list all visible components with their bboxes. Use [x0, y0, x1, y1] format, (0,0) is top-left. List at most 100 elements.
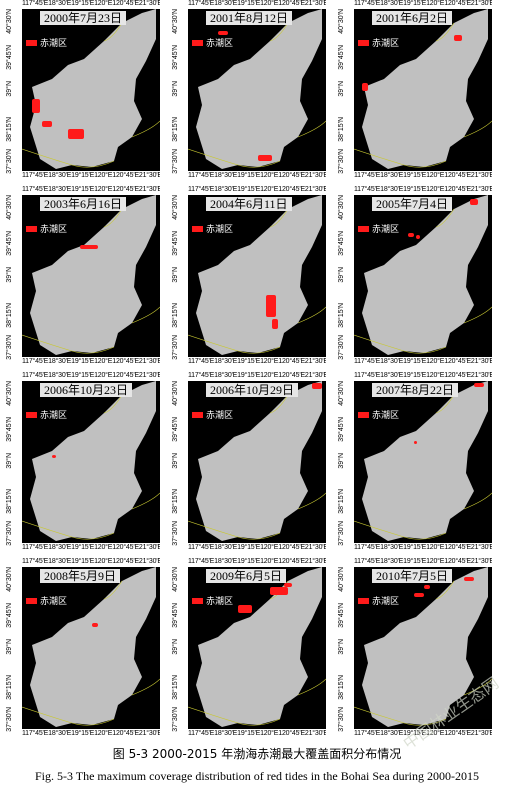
- map-panel: 117°45'E18°30'E19°15'E120°E120°45'E21°30…: [0, 0, 166, 183]
- latitude-labels: 40°30'N 39°45'N 39°N 38°15'N 37°30'N: [338, 9, 352, 174]
- latitude-labels: 40°30'N 39°45'N 39°N 38°15'N 37°30'N: [6, 567, 20, 732]
- latitude-label: 39°45'N: [6, 45, 13, 70]
- sea-area: [30, 381, 156, 541]
- sea-area: [196, 381, 322, 541]
- legend-label: 赤潮区: [40, 597, 68, 607]
- red-tide-swatch: [26, 411, 37, 418]
- latitude-label: 39°N: [6, 267, 13, 283]
- latitude-labels: 40°30'N 39°45'N 39°N 38°15'N 37°30'N: [6, 9, 20, 174]
- latitude-label: 39°N: [338, 639, 345, 655]
- latitude-label: 39°45'N: [172, 231, 179, 256]
- bohai-sea-map: 2004年6月11日赤潮区: [188, 195, 326, 357]
- latitude-label: 38°15'N: [6, 117, 13, 142]
- red-tide-area: [92, 623, 98, 627]
- legend: 赤潮区: [26, 36, 67, 49]
- longitude-labels-bottom: 117°45'E18°30'E19°15'E120°E120°45'E21°30…: [22, 544, 160, 551]
- latitude-label: 39°45'N: [6, 231, 13, 256]
- latitude-label: 40°30'N: [338, 195, 345, 220]
- red-tide-area: [414, 593, 424, 597]
- latitude-label: 38°15'N: [172, 303, 179, 328]
- figure-grid: 117°45'E18°30'E19°15'E120°E120°45'E21°30…: [0, 0, 498, 737]
- legend: 赤潮区: [358, 594, 399, 607]
- latitude-label: 40°30'N: [6, 567, 13, 592]
- panel-date: 2005年7月4日: [372, 197, 453, 211]
- latitude-label: 40°30'N: [6, 195, 13, 220]
- latitude-label: 39°N: [172, 81, 179, 97]
- bohai-sea-map: 2001年6月2日 赤潮区: [354, 9, 492, 171]
- latitude-label: 39°45'N: [6, 417, 13, 442]
- longitude-labels-top: 117°45'E18°30'E19°15'E120°E120°45'E21°30…: [354, 0, 492, 7]
- latitude-label: 37°30'N: [6, 335, 13, 360]
- red-tide-area: [68, 129, 84, 139]
- latitude-label: 38°15'N: [172, 489, 179, 514]
- latitude-label: 39°N: [172, 453, 179, 469]
- latitude-label: 37°30'N: [172, 521, 179, 546]
- latitude-labels: 40°30'N 39°45'N 39°N 38°15'N 37°30'N: [172, 567, 186, 732]
- red-tide-area: [32, 99, 40, 113]
- bohai-sea-map: 2007年8月22日 赤潮区: [354, 381, 492, 543]
- map-panel: 117°45'E18°30'E19°15'E120°E120°45'E21°30…: [332, 372, 498, 555]
- red-tide-swatch: [192, 39, 203, 46]
- latitude-label: 40°30'N: [338, 9, 345, 34]
- latitude-label: 39°N: [338, 453, 345, 469]
- latitude-labels: 40°30'N 39°45'N 39°N 38°15'N 37°30'N: [172, 381, 186, 546]
- latitude-label: 39°45'N: [338, 45, 345, 70]
- latitude-label: 37°30'N: [172, 149, 179, 174]
- red-tide-swatch: [192, 597, 203, 604]
- legend-label: 赤潮区: [206, 225, 234, 235]
- latitude-label: 39°45'N: [6, 603, 13, 628]
- sea-area: [362, 195, 488, 355]
- longitude-labels-bottom: 117°45'E18°30'E19°15'E120°E120°45'E21°30…: [22, 730, 160, 737]
- latitude-label: 39°N: [6, 81, 13, 97]
- latitude-label: 40°30'N: [172, 381, 179, 406]
- red-tide-area: [258, 155, 272, 161]
- panel-date: 2009年6月5日: [206, 569, 287, 583]
- map-panel: 117°45'E18°30'E19°15'E120°E120°45'E21°30…: [332, 186, 498, 369]
- red-tide-area: [312, 383, 322, 389]
- legend-label: 赤潮区: [372, 597, 400, 607]
- red-tide-area: [464, 577, 474, 581]
- red-tide-area: [408, 233, 414, 237]
- longitude-labels-bottom: 117°45'E18°30'E19°15'E120°E120°45'E21°30…: [354, 730, 492, 737]
- red-tide-area: [470, 199, 478, 205]
- map-panel: 117°45'E18°30'E19°15'E120°E120°45'E21°30…: [166, 0, 332, 183]
- sea-area: [196, 9, 322, 169]
- red-tide-area: [218, 31, 228, 35]
- red-tide-area: [454, 35, 462, 41]
- coastline: [22, 208, 160, 354]
- red-tide-swatch: [26, 225, 37, 232]
- coastline: [22, 394, 160, 540]
- panel-date: 2001年6月2日: [372, 11, 453, 25]
- latitude-label: 37°30'N: [172, 707, 179, 732]
- coastline: [354, 22, 492, 168]
- longitude-labels-bottom: 117°45'E18°30'E19°15'E120°E120°45'E21°30…: [22, 358, 160, 365]
- sea-area: [30, 195, 156, 355]
- map-panel: 117°45'E18°30'E19°15'E120°E120°45'E21°30…: [332, 558, 498, 741]
- panel-date: 2003年6月16日: [40, 197, 127, 211]
- panel-date: 2004年6月11日: [206, 197, 292, 211]
- longitude-labels-top: 117°45'E18°30'E19°15'E120°E120°45'E21°30…: [354, 186, 492, 193]
- longitude-labels-top: 117°45'E18°30'E19°15'E120°E120°45'E21°30…: [188, 0, 326, 7]
- longitude-labels-bottom: 117°45'E18°30'E19°15'E120°E120°45'E21°30…: [354, 544, 492, 551]
- red-tide-swatch: [358, 39, 369, 46]
- latitude-label: 40°30'N: [6, 9, 13, 34]
- latitude-labels: 40°30'N 39°45'N 39°N 38°15'N 37°30'N: [6, 381, 20, 546]
- longitude-labels-bottom: 117°45'E18°30'E19°15'E120°E120°45'E21°30…: [188, 730, 326, 737]
- longitude-labels-bottom: 117°45'E18°30'E19°15'E120°E120°45'E21°30…: [22, 172, 160, 179]
- latitude-labels: 40°30'N 39°45'N 39°N 38°15'N 37°30'N: [172, 9, 186, 174]
- coastline: [188, 22, 326, 168]
- map-panel: 117°45'E18°30'E19°15'E120°E120°45'E21°30…: [166, 558, 332, 741]
- sea-area: [196, 195, 322, 355]
- red-tide-area: [362, 83, 368, 91]
- red-tide-area: [52, 455, 56, 458]
- red-tide-area: [416, 235, 420, 239]
- panel-date: 2006年10月29日: [206, 383, 299, 397]
- legend: 赤潮区: [26, 594, 67, 607]
- sea-area: [30, 9, 156, 169]
- latitude-label: 38°15'N: [338, 117, 345, 142]
- legend: 赤潮区: [192, 222, 233, 235]
- latitude-label: 40°30'N: [172, 9, 179, 34]
- red-tide-swatch: [358, 411, 369, 418]
- figure-caption-chinese: 图 5-3 2000-2015 年渤海赤潮最大覆盖面积分布情况: [112, 747, 402, 761]
- bohai-sea-map: 2000年7月23日 赤潮区: [22, 9, 160, 171]
